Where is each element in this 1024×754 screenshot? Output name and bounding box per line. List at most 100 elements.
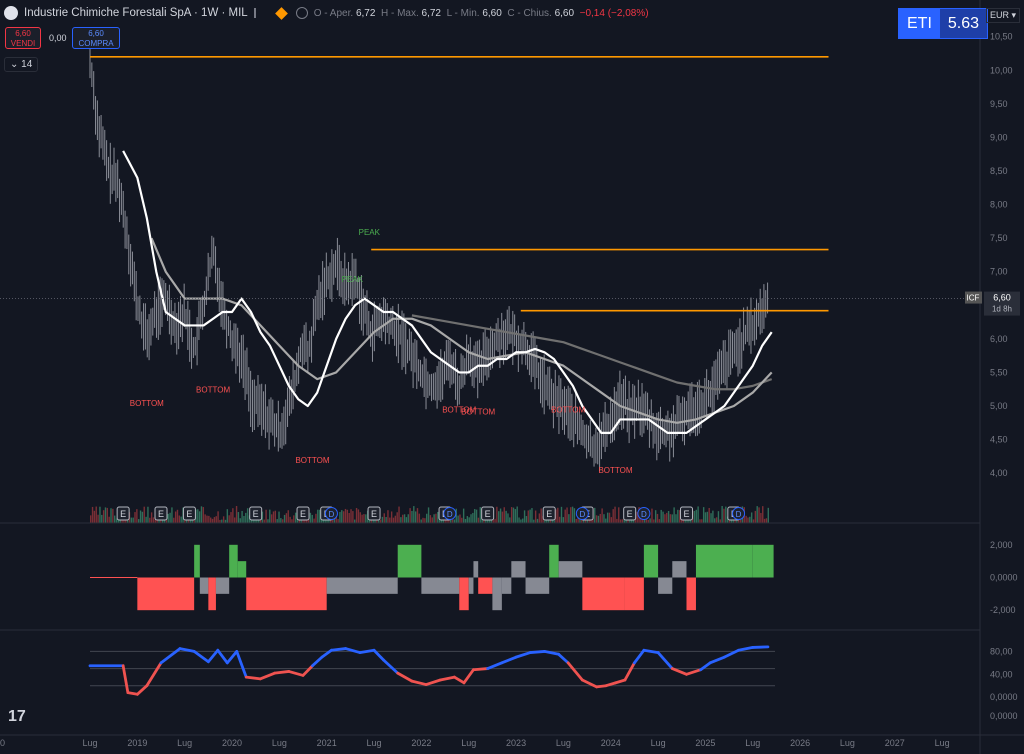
svg-text:E: E <box>253 509 259 519</box>
x-tick-label: 2020 <box>222 738 242 748</box>
volume-bar <box>379 519 382 523</box>
hist-bar <box>246 577 313 611</box>
volume-bar <box>538 513 541 523</box>
dividend-marker[interactable]: D <box>732 507 746 520</box>
volume-bar <box>320 519 323 523</box>
earnings-marker[interactable]: E <box>623 506 637 521</box>
x-tick-label: Lug <box>745 738 760 748</box>
sell-label: VENDI <box>10 39 36 48</box>
earnings-marker[interactable]: E <box>182 506 196 521</box>
volume-bar <box>553 519 555 523</box>
volume-bar <box>357 509 360 523</box>
volume-bar <box>444 519 446 523</box>
volume-bar <box>289 516 291 523</box>
currency-selector[interactable]: EUR ▾ <box>986 8 1021 23</box>
hist-bar <box>492 577 502 611</box>
volume-bar <box>309 512 312 523</box>
dividend-marker[interactable]: D <box>324 507 338 520</box>
eye-icon[interactable] <box>295 7 308 19</box>
volume-bar <box>608 512 611 523</box>
earnings-marker[interactable]: E <box>249 506 263 521</box>
dividend-marker[interactable]: D <box>575 507 589 520</box>
dividend-marker[interactable]: D <box>637 507 651 520</box>
volume-bar <box>149 517 151 523</box>
volume-bar <box>296 517 299 523</box>
volume-bar <box>461 517 463 523</box>
volume-bar <box>173 517 175 523</box>
volume-bar <box>226 509 229 523</box>
volume-bar <box>669 514 672 523</box>
y-tick-label: 0,0000 <box>990 573 1018 583</box>
x-tick-label: 2025 <box>695 738 715 748</box>
symbol-tag <box>965 291 982 304</box>
volume-bar <box>272 511 275 523</box>
volume-bar <box>420 519 422 523</box>
volume-bar <box>206 515 208 523</box>
volume-bar <box>536 518 539 523</box>
volume-bar <box>134 512 136 523</box>
volume-bar <box>625 518 627 523</box>
eti-value: 5.63 <box>939 9 988 38</box>
earnings-marker[interactable]: E <box>116 506 130 521</box>
rsi-segment <box>595 684 608 689</box>
svg-text:E: E <box>485 509 491 519</box>
earnings-marker[interactable]: E <box>367 506 381 521</box>
volume-bar <box>496 506 498 523</box>
volume-bar <box>403 514 406 523</box>
volume-bar <box>396 512 398 523</box>
svg-text:E: E <box>158 509 164 519</box>
earnings-marker[interactable]: E <box>296 506 310 521</box>
volume-bar <box>527 510 529 523</box>
volume-bar <box>765 518 768 523</box>
volume-bar <box>509 517 511 523</box>
volume-bar <box>468 517 470 523</box>
earnings-marker[interactable]: E <box>542 506 556 521</box>
volume-bar <box>667 510 670 523</box>
bottom-label: BOTTOM <box>442 406 476 415</box>
volume-bar <box>708 507 710 523</box>
spread-value: 0,00 <box>49 33 67 43</box>
volume-bar <box>699 519 701 523</box>
volume-bar <box>736 518 738 523</box>
earnings-marker[interactable]: E <box>481 506 495 521</box>
volume-bar <box>492 519 494 523</box>
volume-bar <box>317 509 319 523</box>
rsi-segment <box>656 651 674 670</box>
rsi-segment <box>557 652 570 665</box>
earnings-marker[interactable]: E <box>679 506 693 521</box>
volume-bar <box>385 517 387 523</box>
hist-bar <box>215 577 230 594</box>
flag-icon[interactable] <box>253 8 267 18</box>
symbol-title[interactable]: Industrie Chimiche Forestali SpA · 1W · … <box>24 7 248 19</box>
earnings-marker[interactable]: E <box>154 506 168 521</box>
hist-bar <box>672 561 687 578</box>
hist-bar <box>549 544 559 578</box>
indicators-toggle[interactable]: ⌄ 14 <box>4 57 39 72</box>
hist-bar <box>695 544 753 578</box>
volume-bar <box>363 514 365 523</box>
tradingview-logo-icon[interactable]: 17 <box>8 708 26 725</box>
hist-bar <box>686 577 696 611</box>
diamond-icon[interactable] <box>274 6 288 20</box>
volume-bar <box>427 507 430 523</box>
price-tag-countdown: 1d 8h <box>992 305 1012 314</box>
volume-bar <box>433 514 435 523</box>
volume-bar <box>566 507 568 523</box>
volume-bar <box>276 519 278 523</box>
volume-bar <box>208 515 210 523</box>
volume-bar <box>514 509 517 523</box>
dividend-marker[interactable]: D <box>443 507 457 520</box>
price-tag <box>984 291 1020 316</box>
volume-bar <box>269 509 271 523</box>
svg-text:D: D <box>447 510 453 519</box>
volume-bar <box>675 514 677 523</box>
volume-bar <box>291 519 293 523</box>
volume-bar <box>594 507 596 523</box>
rsi-segment <box>462 668 475 685</box>
buy-button[interactable]: 6,60 COMPRA <box>72 27 120 49</box>
hist-bar <box>208 577 216 611</box>
sell-button[interactable]: 6,60 VENDI <box>5 27 41 49</box>
volume-bar <box>280 518 282 523</box>
volume-bar <box>429 515 432 523</box>
